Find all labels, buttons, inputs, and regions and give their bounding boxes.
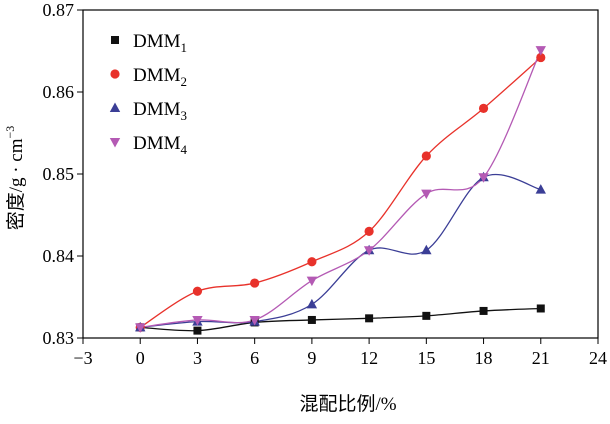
data-point-dmm3 xyxy=(306,298,318,309)
data-point-dmm2 xyxy=(192,286,203,296)
series-line-dmm4 xyxy=(140,49,542,328)
x-tick-label: 3 xyxy=(193,348,202,368)
data-point-dmm1 xyxy=(536,304,545,313)
y-tick-label: 0.84 xyxy=(43,246,75,266)
x-tick-label: 12 xyxy=(360,348,378,368)
legend-marker-dmm3 xyxy=(109,102,121,112)
data-point-dmm4 xyxy=(135,323,146,333)
data-point-dmm4 xyxy=(192,315,203,326)
y-tick-label: 0.86 xyxy=(43,82,75,102)
legend-label-dmm2: DMM2 xyxy=(133,65,187,89)
y-tick-label: 0.87 xyxy=(43,0,75,20)
x-tick-label: 6 xyxy=(250,348,259,368)
x-tick-label: 9 xyxy=(307,348,316,368)
x-tick-label: −3 xyxy=(73,348,92,368)
legend-marker-dmm4 xyxy=(109,138,121,148)
data-point-dmm4 xyxy=(249,315,260,326)
data-point-dmm1 xyxy=(193,326,202,335)
legend-label-dmm3: DMM3 xyxy=(133,99,187,123)
x-tick-label: 15 xyxy=(417,348,435,368)
series-line-dmm2 xyxy=(139,57,542,328)
x-axis-title: 混配比例/% xyxy=(299,393,396,415)
data-point-dmm1 xyxy=(422,311,431,320)
legend-label-dmm1: DMM1 xyxy=(133,31,187,55)
data-point-dmm2 xyxy=(421,151,431,161)
y-tick-label: 0.83 xyxy=(43,328,75,348)
x-tick-label: 24 xyxy=(589,348,607,368)
data-point-dmm3 xyxy=(421,244,432,255)
y-tick-label: 0.85 xyxy=(43,164,75,184)
data-point-dmm4 xyxy=(306,276,318,287)
data-point-dmm2 xyxy=(364,226,374,236)
legend-marker-dmm2 xyxy=(110,69,120,79)
data-point-dmm1 xyxy=(365,314,374,323)
data-point-dmm2 xyxy=(307,257,317,267)
data-point-dmm2 xyxy=(478,103,489,113)
data-point-dmm4 xyxy=(363,246,375,256)
data-point-dmm2 xyxy=(250,278,260,288)
legend-label-dmm4: DMM4 xyxy=(133,133,188,157)
data-point-dmm1 xyxy=(479,306,488,315)
y-axis-title: 密度/g · cm−3 xyxy=(3,126,27,231)
data-point-dmm4 xyxy=(421,189,432,200)
x-tick-label: 18 xyxy=(475,348,493,368)
data-point-dmm3 xyxy=(535,184,546,194)
y-axis-title-sup: −3 xyxy=(3,126,17,139)
data-point-dmm1 xyxy=(307,315,316,324)
x-tick-label: 21 xyxy=(532,348,550,368)
data-point-dmm2 xyxy=(536,52,546,63)
series-line-dmm3 xyxy=(140,173,541,328)
plot-frame xyxy=(82,9,599,339)
data-point-dmm4 xyxy=(535,46,546,56)
data-point-dmm4 xyxy=(478,173,489,183)
x-tick-label: 0 xyxy=(136,348,145,368)
series-line-dmm1 xyxy=(140,307,541,332)
y-axis-title-main: 密度/g · cm xyxy=(5,138,27,230)
legend-marker-dmm1 xyxy=(111,36,119,44)
